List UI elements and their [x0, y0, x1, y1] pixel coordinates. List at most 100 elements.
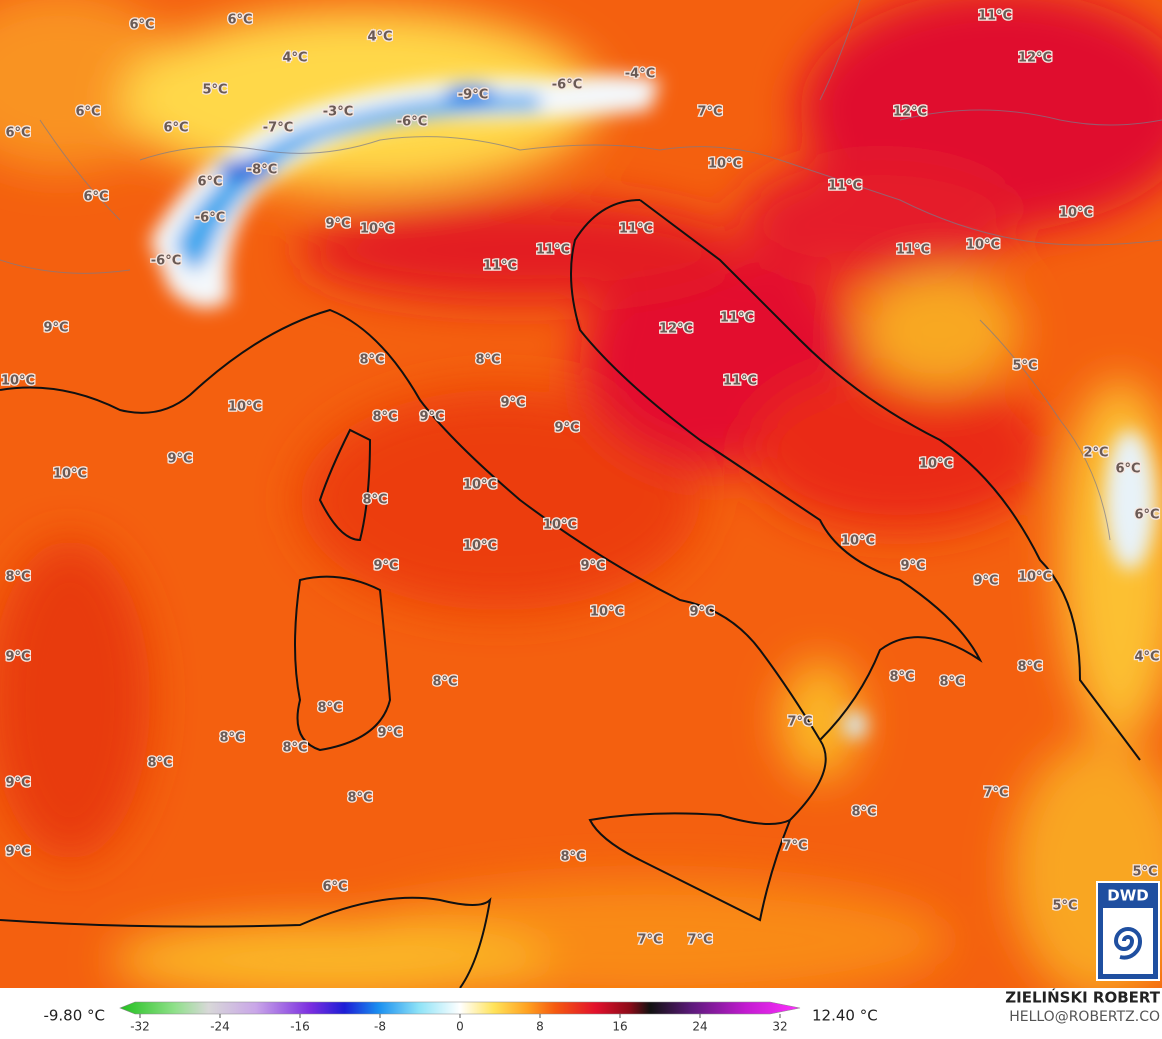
coastlines	[0, 199, 1141, 988]
temperature-label: 8°C	[219, 731, 244, 746]
temperature-label: 9°C	[5, 650, 30, 665]
temperature-label: -4°C	[625, 67, 655, 82]
temperature-label: 10°C	[919, 457, 953, 472]
temperature-label: 10°C	[360, 222, 394, 237]
logo-text: DWD	[1107, 887, 1148, 905]
temperature-label: 11°C	[619, 222, 653, 237]
temperature-label: 6°C	[322, 880, 347, 895]
colorbar-tick-label: -8	[374, 1020, 386, 1034]
temperature-label: 7°C	[637, 933, 662, 948]
temperature-label: -7°C	[263, 121, 293, 136]
temperature-label: 5°C	[1012, 359, 1037, 374]
map-field	[0, 0, 1162, 988]
temperature-label: 8°C	[5, 570, 30, 585]
temperature-label: -6°C	[195, 211, 225, 226]
temperature-label: 8°C	[282, 741, 307, 756]
temperature-label: 5°C	[1052, 899, 1077, 914]
temperature-label: 9°C	[900, 559, 925, 574]
temperature-label: 11°C	[896, 243, 930, 258]
temperature-label: 5°C	[202, 83, 227, 98]
temperature-label: 8°C	[889, 670, 914, 685]
colorbar-tick-label: 24	[692, 1020, 707, 1034]
temperature-label: 6°C	[129, 18, 154, 33]
temperature-label: 5°C	[1132, 865, 1157, 880]
colorbar-tick-label: 32	[772, 1020, 787, 1034]
temperature-label: 9°C	[5, 776, 30, 791]
temperature-label: 10°C	[463, 478, 497, 493]
temperature-label: 9°C	[373, 559, 398, 574]
temperature-label: 8°C	[851, 805, 876, 820]
temperature-label: 10°C	[1, 374, 35, 389]
temperature-label: 10°C	[463, 539, 497, 554]
temperature-label: 12°C	[1018, 51, 1052, 66]
logo-swirl	[1113, 927, 1142, 960]
temperature-label: 7°C	[787, 715, 812, 730]
temperature-label: 10°C	[841, 534, 875, 549]
temperature-label: -9°C	[458, 88, 488, 103]
temperature-label: 9°C	[973, 574, 998, 589]
email: HELLO@ROBERTZ.CO	[1009, 1009, 1160, 1025]
temperature-label: 8°C	[560, 850, 585, 865]
temperature-label: -6°C	[397, 115, 427, 130]
colorbar-tick-label: 8	[536, 1020, 544, 1034]
temperature-label: 6°C	[1134, 508, 1159, 523]
temperature-label: 7°C	[782, 839, 807, 854]
author: ZIELIŃSKI ROBERT	[1005, 988, 1160, 1007]
temperature-label: 10°C	[966, 238, 1000, 253]
temperature-label: 4°C	[282, 51, 307, 66]
temperature-label: 9°C	[554, 421, 579, 436]
temperature-label: 9°C	[419, 410, 444, 425]
temperature-label: 6°C	[75, 105, 100, 120]
temperature-label: 7°C	[697, 105, 722, 120]
temperature-label: 8°C	[147, 756, 172, 771]
temperature-label: 10°C	[228, 400, 262, 415]
temperature-label: 8°C	[475, 353, 500, 368]
temperature-label: 2°C	[1083, 446, 1108, 461]
temperature-label: 10°C	[1018, 570, 1052, 585]
temperature-label: 7°C	[687, 933, 712, 948]
temperature-label: 6°C	[1115, 462, 1140, 477]
dwd-logo: DWD	[1096, 881, 1160, 981]
temperature-label: 4°C	[1134, 650, 1159, 665]
temperature-label: -6°C	[552, 78, 582, 93]
temperature-label: 11°C	[483, 259, 517, 274]
temperature-label: 8°C	[939, 675, 964, 690]
colorbar: -9.80 °C 12.40 °C -32 -24 -16 -8 0 8 16 24 32	[43, 1001, 878, 1034]
temperature-label: 9°C	[167, 452, 192, 467]
colorbar-tick-label: 0	[456, 1020, 464, 1034]
temperature-label: 11°C	[536, 243, 570, 258]
temperature-labels: 6°C 6°C 4°C 4°C 5°C 6°C 6°C 6°C -3°C -7°C -6°C -9°C…	[0, 7, 1161, 949]
temperature-label: 11°C	[720, 311, 754, 326]
temperature-label: 11°C	[828, 179, 862, 194]
temperature-label: 10°C	[590, 605, 624, 620]
temperature-label: -3°C	[323, 105, 353, 120]
temperature-label: 10°C	[1059, 206, 1093, 221]
temperature-label: 8°C	[359, 353, 384, 368]
temperature-label: 10°C	[53, 467, 87, 482]
temperature-label: 11°C	[723, 374, 757, 389]
logo-panel	[1103, 908, 1153, 974]
temperature-label: 8°C	[372, 410, 397, 425]
temperature-label: 8°C	[317, 701, 342, 716]
temperature-label: 4°C	[367, 30, 392, 45]
temperature-label: 6°C	[163, 121, 188, 136]
temperature-label: 10°C	[708, 157, 742, 172]
colorbar-tick-label: -32	[130, 1020, 150, 1034]
temperature-label: 6°C	[83, 190, 108, 205]
temperature-label: 9°C	[5, 845, 30, 860]
temperature-label: 10°C	[543, 518, 577, 533]
temperature-label: 9°C	[500, 396, 525, 411]
borders	[0, 0, 1162, 541]
temperature-label: 12°C	[659, 322, 693, 337]
colorbar-tick-label: -16	[290, 1020, 310, 1034]
temperature-label: 6°C	[227, 13, 252, 28]
temperature-label: 7°C	[983, 786, 1008, 801]
temperature-label: 9°C	[580, 559, 605, 574]
temperature-label: 9°C	[689, 605, 714, 620]
min-label: -9.80 °C	[43, 1007, 105, 1025]
temperature-label: 8°C	[1017, 660, 1042, 675]
colorbar-ramp	[119, 1001, 801, 1015]
temperature-label: 9°C	[325, 217, 350, 232]
temperature-label: 8°C	[432, 675, 457, 690]
